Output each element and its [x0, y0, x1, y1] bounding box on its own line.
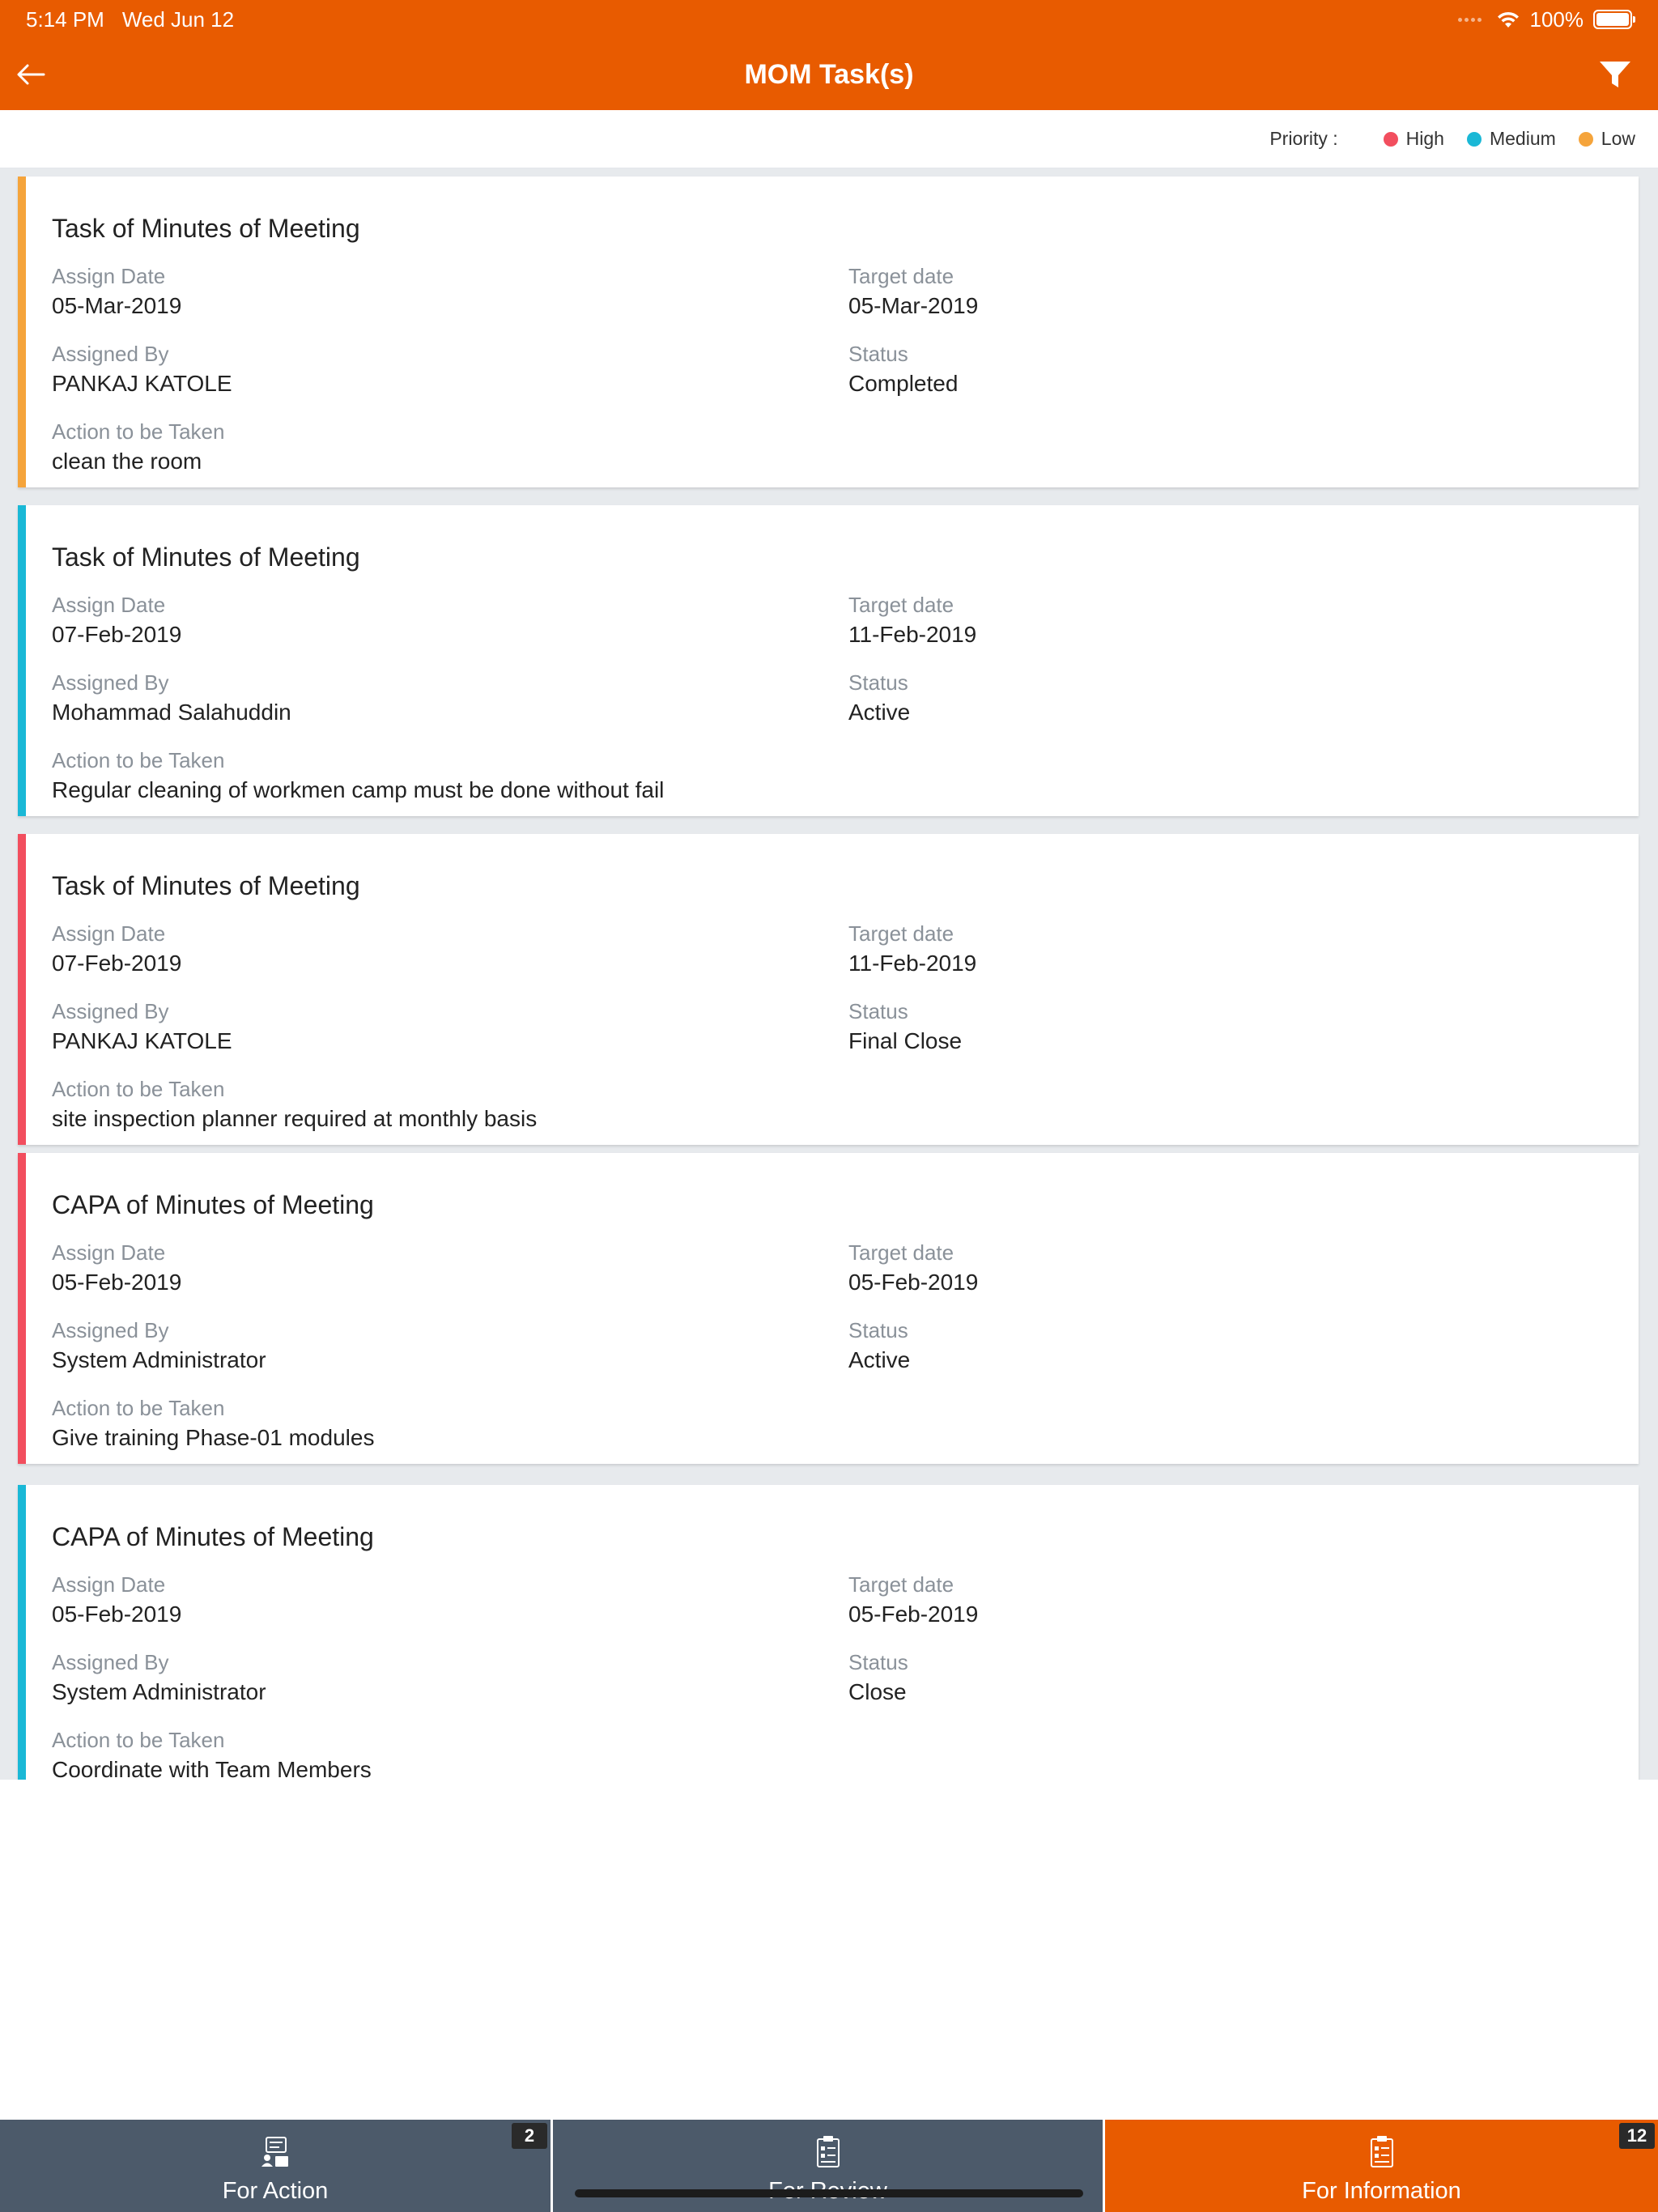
action-value: Coordinate with Team Members: [52, 1757, 372, 1780]
wifi-icon: [1497, 11, 1519, 28]
assigned-by-value: PANKAJ KATOLE: [52, 371, 232, 396]
task-card[interactable]: Task of Minutes of Meeting Assign Date 0…: [18, 834, 1639, 1145]
status-value: Active: [848, 700, 911, 725]
task-list[interactable]: Task of Minutes of Meeting Assign Date 0…: [0, 168, 1658, 1780]
action-value: site inspection planner required at mont…: [52, 1106, 538, 1131]
status-label: Status: [848, 1650, 908, 1674]
target-date-label: Target date: [848, 264, 954, 288]
tab-label: For Action: [222, 2178, 329, 2204]
cellular-signal-icon: [1457, 17, 1482, 22]
action-label: Action to be Taken: [52, 1728, 225, 1752]
assigned-by-label: Assigned By: [52, 342, 169, 366]
header: MOM Task(s): [0, 39, 1658, 110]
target-date-value: 11-Feb-2019: [848, 622, 977, 647]
status-value: Active: [848, 1347, 911, 1372]
legend-item-high: High: [1383, 128, 1444, 150]
empty-area: [0, 1780, 1658, 2120]
assign-date-label: Assign Date: [52, 1572, 166, 1597]
legend-item-label: Medium: [1489, 128, 1556, 149]
tab-for-review[interactable]: For Review: [553, 2120, 1105, 2212]
assign-date-label: Assign Date: [52, 593, 166, 617]
status-label: Status: [848, 342, 908, 366]
target-date-label: Target date: [848, 1240, 954, 1265]
tab-label: For Information: [1302, 2178, 1461, 2204]
assigned-by-value: System Administrator: [52, 1679, 266, 1704]
target-date-value: 11-Feb-2019: [848, 951, 977, 976]
action-label: Action to be Taken: [52, 1077, 225, 1101]
task-card[interactable]: CAPA of Minutes of Meeting Assign Date 0…: [18, 1153, 1639, 1464]
task-title: CAPA of Minutes of Meeting: [52, 1522, 374, 1551]
task-title: Task of Minutes of Meeting: [52, 542, 360, 572]
assign-date-value: 05-Mar-2019: [52, 293, 182, 318]
info-clipboard-icon: [1370, 2136, 1393, 2167]
assign-date-label: Assign Date: [52, 921, 166, 946]
action-value: clean the room: [52, 449, 202, 474]
filter-icon: [1600, 62, 1630, 87]
task-card[interactable]: Task of Minutes of Meeting Assign Date 0…: [18, 505, 1639, 816]
back-button[interactable]: [11, 55, 50, 94]
battery-percentage: 100%: [1529, 6, 1584, 32]
assigned-by-label: Assigned By: [52, 1650, 169, 1674]
status-label: Status: [848, 1318, 908, 1342]
status-time: 5:14 PM: [26, 6, 104, 32]
target-date-value: 05-Mar-2019: [848, 293, 979, 318]
priority-legend: Priority : High Medium Low: [0, 110, 1658, 168]
status-label: Status: [848, 670, 908, 695]
legend-item-low: Low: [1578, 128, 1635, 150]
status-value: Close: [848, 1679, 907, 1704]
review-clipboard-icon: [816, 2136, 840, 2167]
assign-date-value: 05-Feb-2019: [52, 1270, 182, 1295]
target-date-value: 05-Feb-2019: [848, 1602, 979, 1627]
count-badge: 2: [512, 2123, 547, 2149]
action-label: Action to be Taken: [52, 1396, 225, 1420]
status-value: Completed: [848, 371, 959, 396]
target-date-label: Target date: [848, 1572, 954, 1597]
count-badge: 12: [1619, 2123, 1655, 2149]
action-list-icon: [261, 2137, 288, 2167]
priority-legend-label: Priority :: [1269, 128, 1338, 149]
medium-dot-icon: [1466, 131, 1482, 147]
assign-date-value: 07-Feb-2019: [52, 951, 182, 976]
task-title: Task of Minutes of Meeting: [52, 214, 360, 243]
tab-for-information[interactable]: For Information 12: [1105, 2120, 1658, 2212]
action-label: Action to be Taken: [52, 419, 225, 444]
assigned-by-value: Mohammad Salahuddin: [52, 700, 291, 725]
page-title: MOM Task(s): [744, 58, 914, 90]
low-dot-icon: [1578, 131, 1593, 147]
action-value: Regular cleaning of workmen camp must be…: [52, 777, 665, 802]
task-title: Task of Minutes of Meeting: [52, 871, 360, 900]
status-value: Final Close: [848, 1028, 963, 1053]
target-date-value: 05-Feb-2019: [848, 1270, 979, 1295]
task-card[interactable]: Task of Minutes of Meeting Assign Date 0…: [18, 177, 1639, 487]
assigned-by-value: PANKAJ KATOLE: [52, 1028, 232, 1053]
target-date-label: Target date: [848, 921, 954, 946]
legend-item-label: High: [1405, 128, 1444, 149]
status-date: Wed Jun 12: [121, 6, 235, 32]
assign-date-label: Assign Date: [52, 1240, 166, 1265]
high-dot-icon: [1383, 131, 1398, 147]
task-title: CAPA of Minutes of Meeting: [52, 1190, 374, 1219]
filter-button[interactable]: [1595, 55, 1635, 94]
action-value: Give training Phase-01 modules: [52, 1425, 375, 1450]
home-indicator[interactable]: [575, 2189, 1083, 2197]
legend-item-label: Low: [1601, 128, 1635, 149]
assigned-by-label: Assigned By: [52, 670, 169, 695]
assign-date-value: 07-Feb-2019: [52, 622, 182, 647]
arrow-left-icon: [17, 64, 45, 85]
assign-date-value: 05-Feb-2019: [52, 1602, 182, 1627]
task-card[interactable]: CAPA of Minutes of Meeting Assign Date 0…: [18, 1485, 1639, 1780]
legend-item-medium: Medium: [1466, 128, 1556, 150]
assigned-by-value: System Administrator: [52, 1347, 266, 1372]
status-label: Status: [848, 999, 908, 1023]
battery-icon: [1593, 10, 1635, 29]
assigned-by-label: Assigned By: [52, 999, 169, 1023]
tab-for-action[interactable]: For Action 2: [0, 2120, 553, 2212]
assigned-by-label: Assigned By: [52, 1318, 169, 1342]
bottom-tab-bar: For Action 2 For Review For Information …: [0, 2120, 1658, 2212]
action-label: Action to be Taken: [52, 748, 225, 772]
status-bar: 5:14 PM Wed Jun 12 100%: [0, 0, 1658, 39]
assign-date-label: Assign Date: [52, 264, 166, 288]
target-date-label: Target date: [848, 593, 954, 617]
